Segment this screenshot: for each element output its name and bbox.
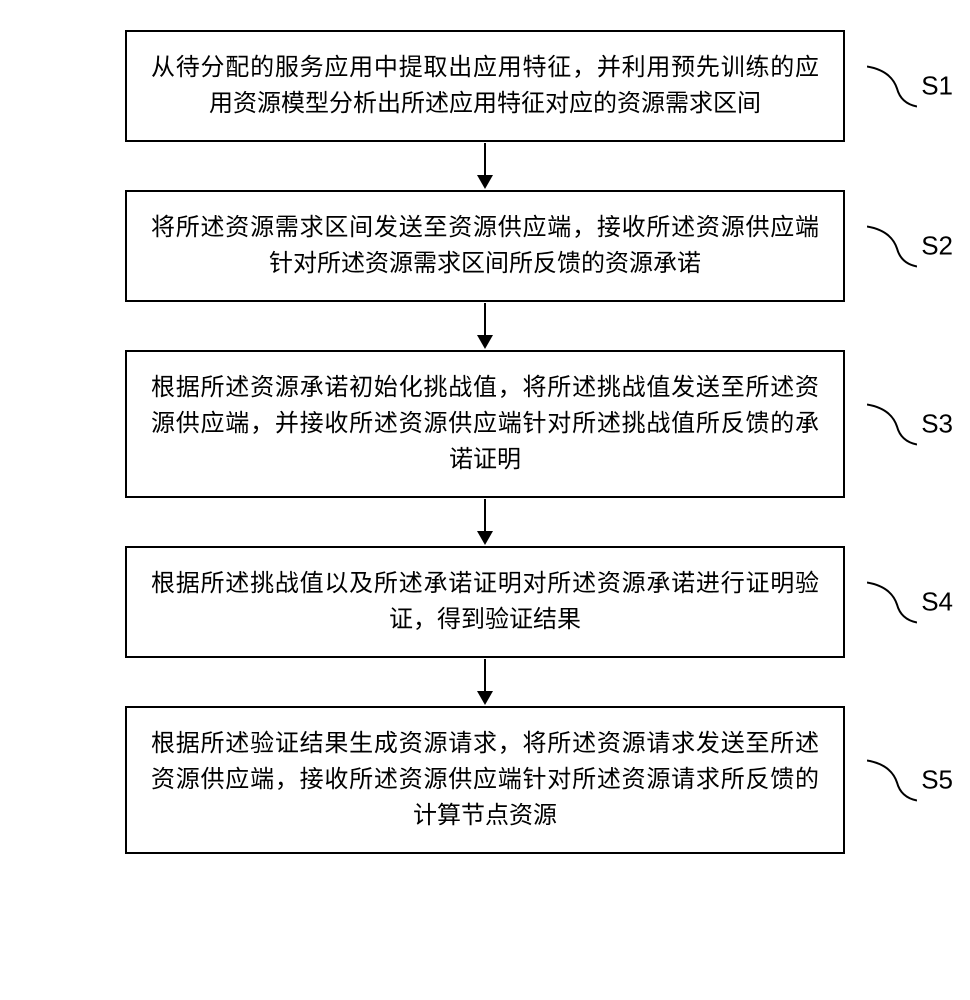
label-connector: S4 [867,575,953,630]
arrow-down [477,658,493,706]
step-box-s2: 将所述资源需求区间发送至资源供应端，接收所述资源供应端针对所述资源需求区间所反馈… [125,190,845,302]
arrow-line [484,143,486,175]
curve-icon [867,219,917,274]
step-label: S5 [921,765,953,796]
step-box-s5: 根据所述验证结果生成资源请求，将所述资源请求发送至所述资源供应端，接收所述资源供… [125,706,845,854]
arrow-head-icon [477,691,493,705]
step-text: 根据所述挑战值以及所述承诺证明对所述资源承诺进行证明验证，得到验证结果 [151,566,819,638]
step-text: 根据所述验证结果生成资源请求，将所述资源请求发送至所述资源供应端，接收所述资源供… [151,726,819,834]
step-box-s4: 根据所述挑战值以及所述承诺证明对所述资源承诺进行证明验证，得到验证结果 S4 [125,546,845,658]
step-label: S4 [921,587,953,618]
step-text: 从待分配的服务应用中提取出应用特征，并利用预先训练的应用资源模型分析出所述应用特… [151,50,819,122]
step-label: S2 [921,231,953,262]
arrow-down [477,302,493,350]
arrow-down [477,498,493,546]
label-connector: S3 [867,397,953,452]
arrow-line [484,659,486,691]
step-box-s3: 根据所述资源承诺初始化挑战值，将所述挑战值发送至所述资源供应端，并接收所述资源供… [125,350,845,498]
label-connector: S5 [867,753,953,808]
step-label: S1 [921,71,953,102]
arrow-head-icon [477,175,493,189]
step-text: 将所述资源需求区间发送至资源供应端，接收所述资源供应端针对所述资源需求区间所反馈… [151,210,819,282]
curve-icon [867,397,917,452]
label-connector: S2 [867,219,953,274]
curve-icon [867,575,917,630]
step-text: 根据所述资源承诺初始化挑战值，将所述挑战值发送至所述资源供应端，并接收所述资源供… [151,370,819,478]
arrow-down [477,142,493,190]
label-connector: S1 [867,59,953,114]
curve-icon [867,753,917,808]
step-label: S3 [921,409,953,440]
arrow-line [484,499,486,531]
arrow-line [484,303,486,335]
curve-icon [867,59,917,114]
step-box-s1: 从待分配的服务应用中提取出应用特征，并利用预先训练的应用资源模型分析出所述应用特… [125,30,845,142]
flowchart-container: 从待分配的服务应用中提取出应用特征，并利用预先训练的应用资源模型分析出所述应用特… [60,30,910,854]
arrow-head-icon [477,335,493,349]
arrow-head-icon [477,531,493,545]
